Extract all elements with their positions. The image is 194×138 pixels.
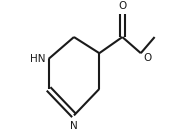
Text: O: O (118, 1, 126, 11)
Text: N: N (70, 121, 78, 131)
Text: HN: HN (30, 54, 46, 64)
Text: O: O (144, 53, 152, 63)
